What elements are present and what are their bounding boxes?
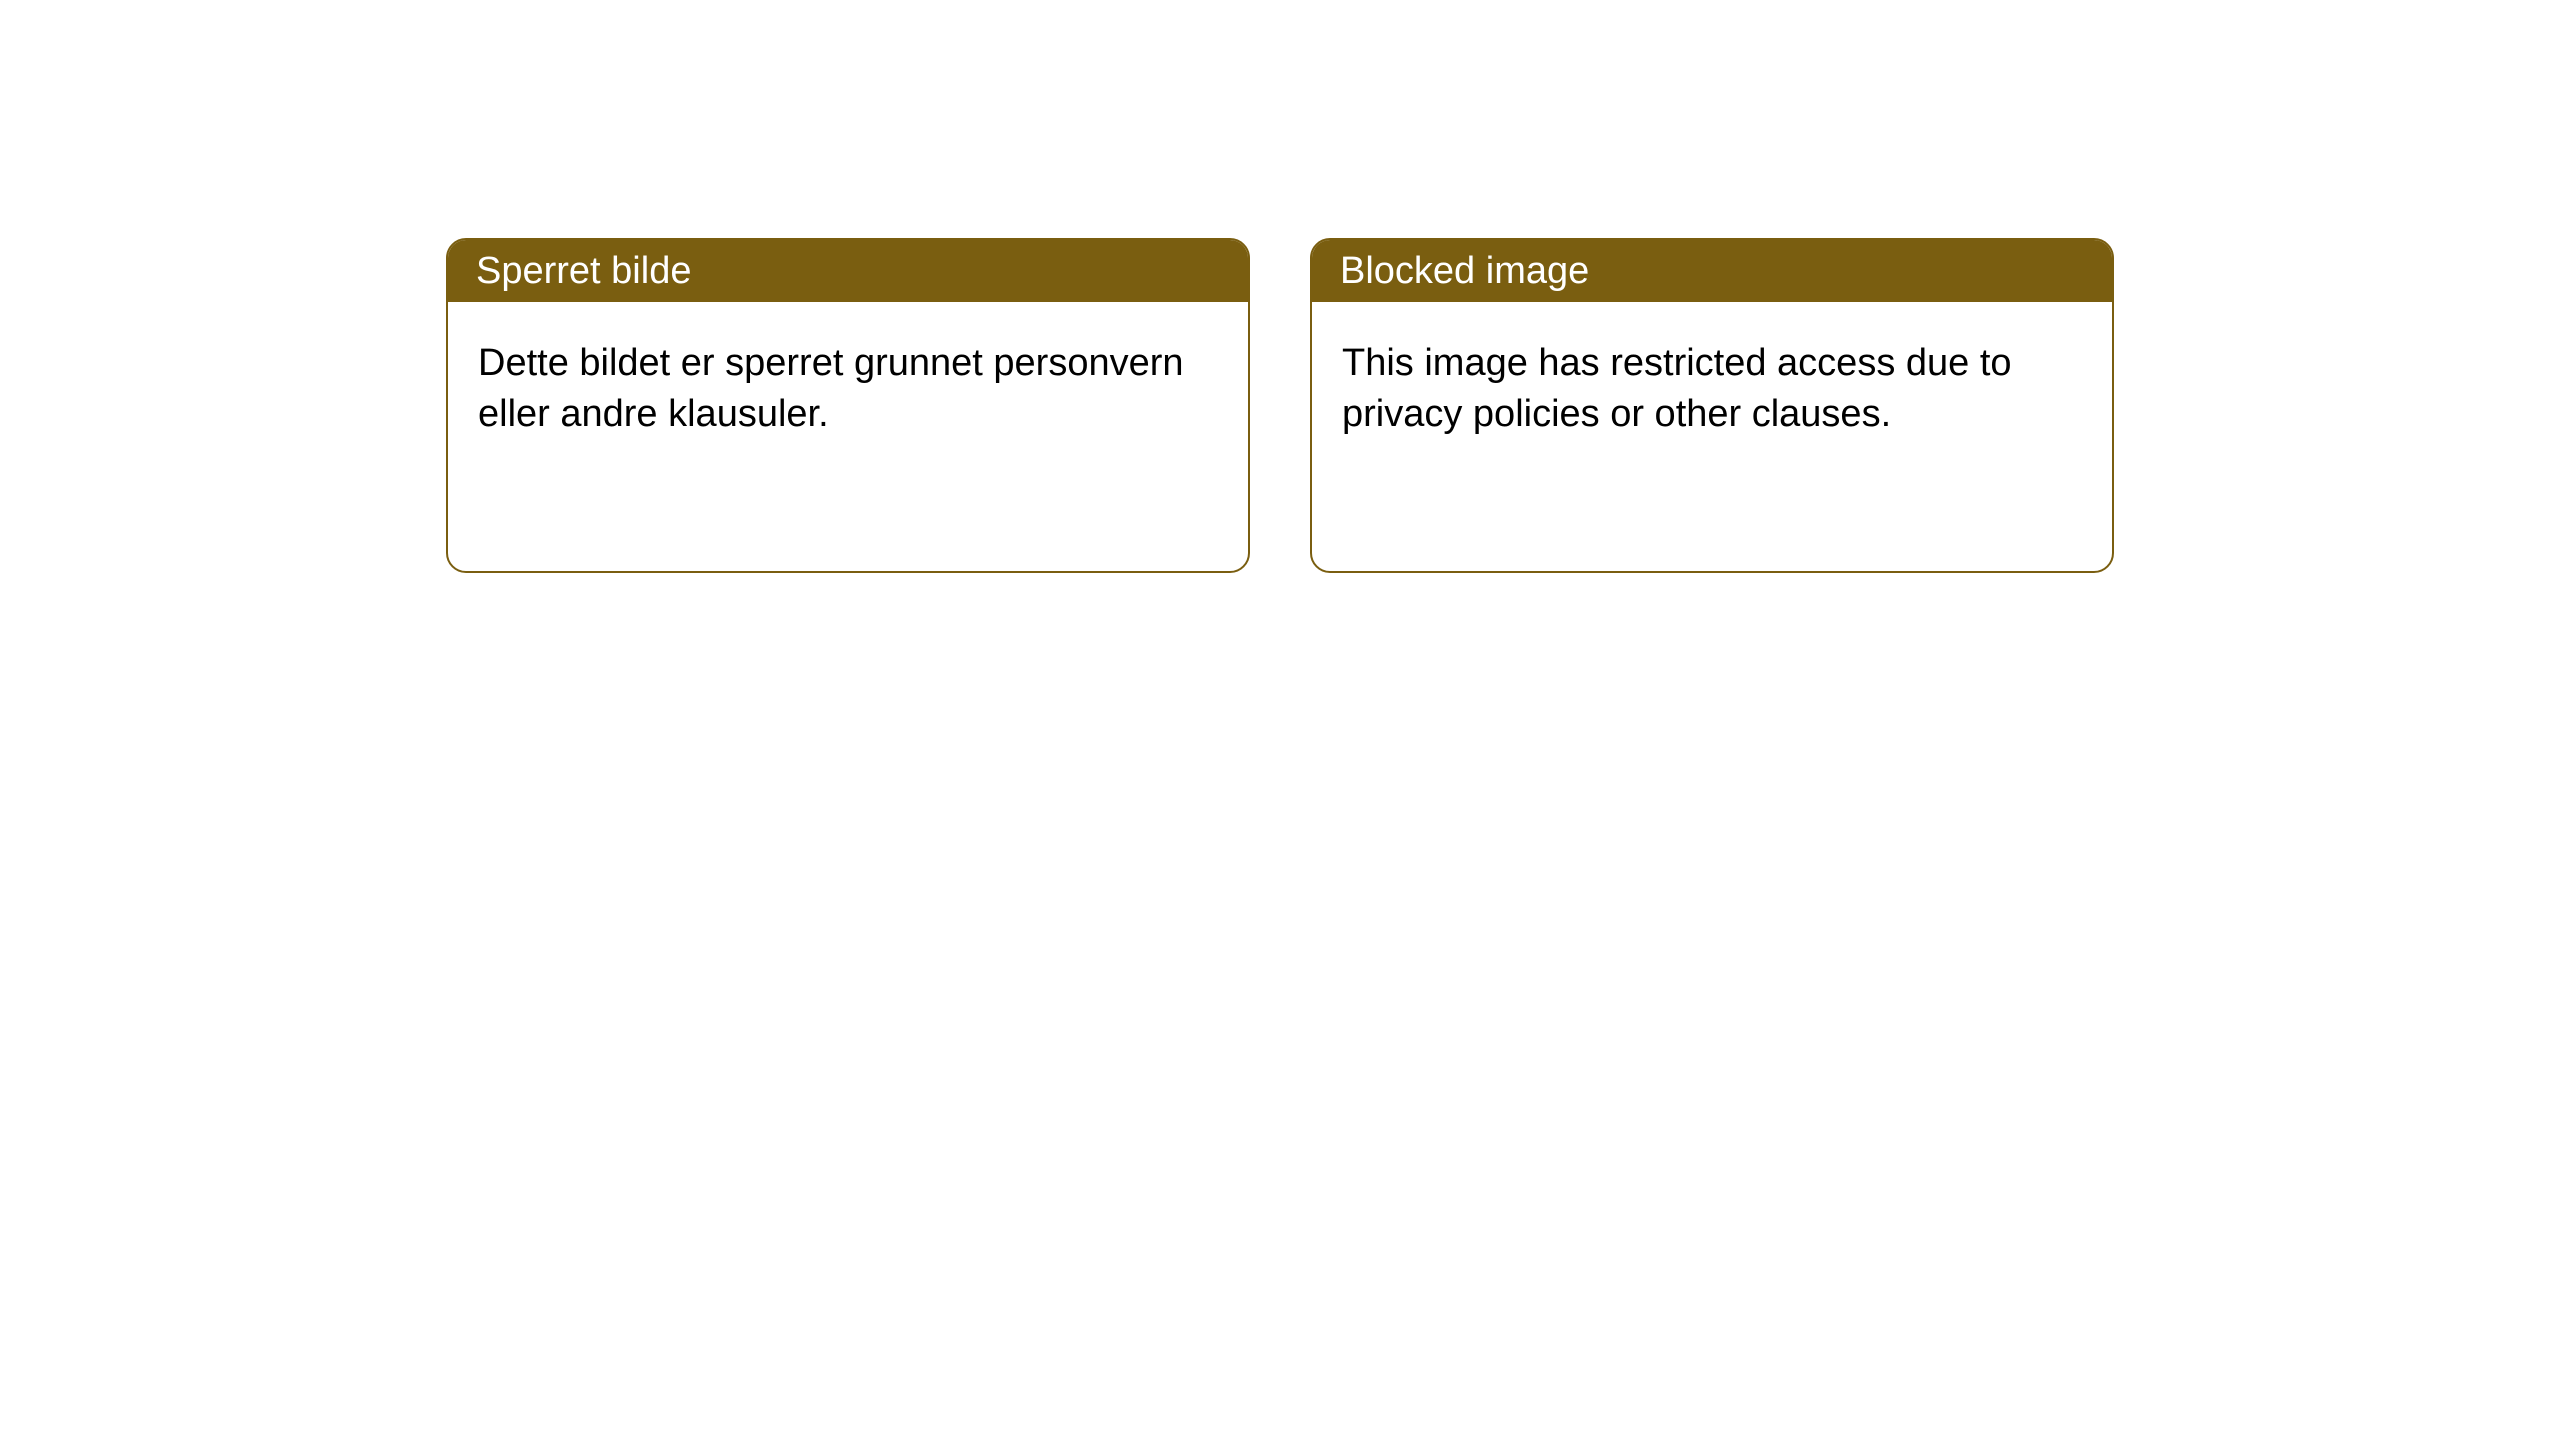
card-header: Sperret bilde xyxy=(448,240,1248,302)
card-body: This image has restricted access due to … xyxy=(1312,302,2112,477)
notice-container: Sperret bilde Dette bildet er sperret gr… xyxy=(446,238,2114,573)
card-body-text: Dette bildet er sperret grunnet personve… xyxy=(478,342,1184,435)
card-header-text: Blocked image xyxy=(1340,250,1589,293)
notice-card-english: Blocked image This image has restricted … xyxy=(1310,238,2114,573)
notice-card-norwegian: Sperret bilde Dette bildet er sperret gr… xyxy=(446,238,1250,573)
card-body: Dette bildet er sperret grunnet personve… xyxy=(448,302,1248,477)
card-body-text: This image has restricted access due to … xyxy=(1342,342,2012,435)
card-header: Blocked image xyxy=(1312,240,2112,302)
card-header-text: Sperret bilde xyxy=(476,250,691,293)
